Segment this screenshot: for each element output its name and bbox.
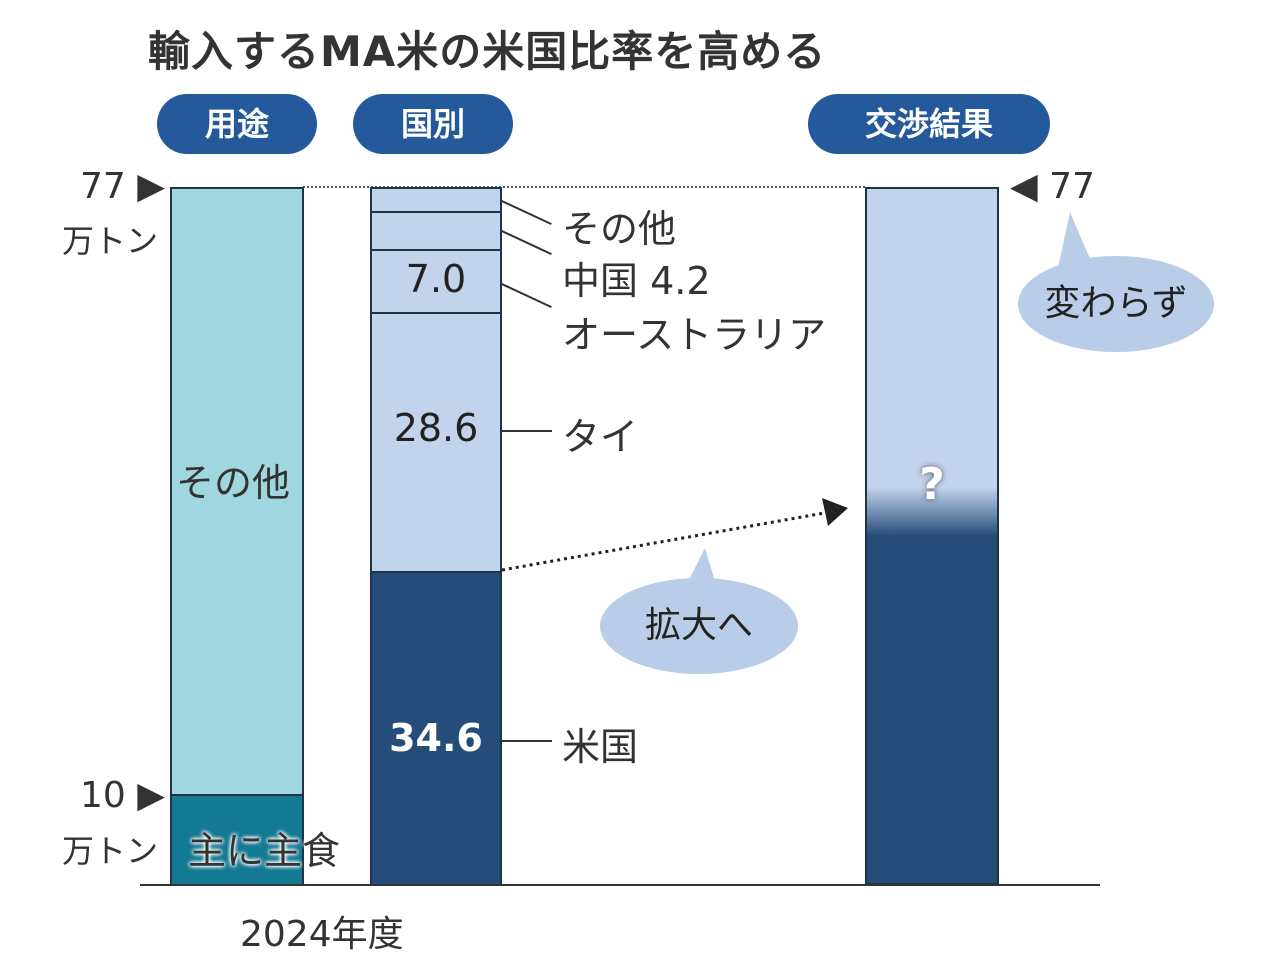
bar-segment-country-3	[372, 210, 500, 249]
bar-result: ?	[865, 187, 999, 885]
label-country-other: その他	[562, 207, 677, 251]
bubble-unchanged: 変わらず	[1018, 256, 1214, 352]
leader-thai	[502, 430, 552, 432]
bar-segment-country-2	[372, 248, 500, 313]
header-result: 交渉結果	[808, 94, 1050, 154]
bar-country	[370, 187, 502, 885]
leader-australia	[501, 283, 552, 309]
label-china: 中国 4.2	[562, 250, 711, 305]
leader-china	[501, 230, 552, 256]
label-china-name: 中国	[562, 259, 639, 303]
value-thai: 28.6	[393, 406, 479, 450]
value-us: 34.6	[389, 716, 483, 760]
bar-segment-use-0	[172, 794, 302, 885]
y-unit-top: 万トン	[62, 222, 159, 260]
bar-use	[170, 187, 304, 885]
y-tick-77-right: 77	[1049, 166, 1095, 207]
y-label-10: 10 ▶	[80, 775, 165, 816]
chart-title: 輸入するMA米の米国比率を高める	[148, 27, 827, 76]
x-label: 2024年度	[240, 914, 404, 955]
label-us: 米国	[562, 725, 639, 769]
expand-arrow	[501, 498, 848, 572]
baseline	[140, 884, 1100, 886]
bar-segment-use-1	[172, 187, 302, 795]
bar-segment-country-1	[372, 312, 500, 572]
bar-segment-country-4	[372, 187, 500, 211]
label-staple: 主に主食	[188, 829, 341, 873]
leader-us	[502, 740, 552, 742]
unknown-mark: ?	[919, 459, 945, 510]
label-australia: オーストラリア	[562, 313, 827, 357]
header-country: 国別	[353, 94, 513, 154]
y-tick-10: 10	[80, 775, 126, 816]
leader-other	[501, 200, 552, 226]
bar-segment-country-0	[372, 571, 500, 885]
value-australia: 7.0	[405, 257, 467, 301]
label-thai: タイ	[562, 415, 639, 459]
value-china: 4.2	[650, 259, 711, 303]
label-use-other: その他	[176, 461, 291, 505]
y-label-77: 77 ▶	[80, 166, 165, 207]
y-label-77-right: ◀ 77	[1010, 166, 1095, 207]
top-reference-line	[303, 186, 865, 188]
y-unit-bottom: 万トン	[62, 832, 159, 870]
bubble-expand: 拡大へ	[600, 578, 798, 674]
y-tick-77: 77	[80, 166, 126, 207]
header-use: 用途	[157, 94, 317, 154]
